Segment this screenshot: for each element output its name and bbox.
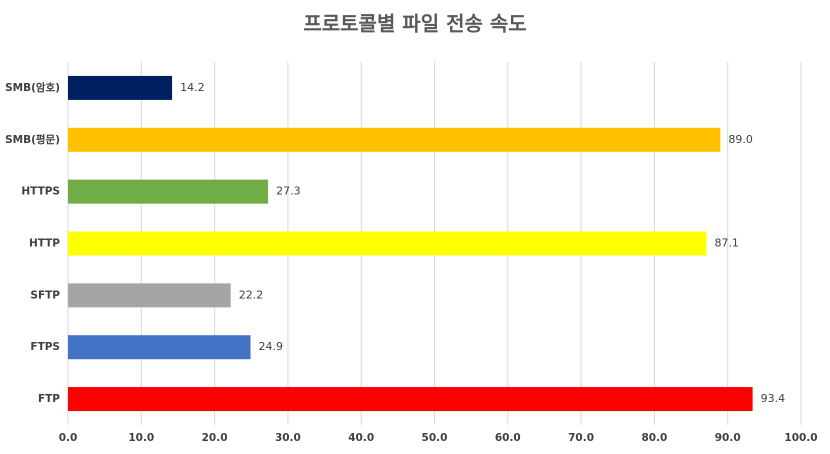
bar [68, 179, 269, 204]
x-tick-label: 60.0 [495, 432, 521, 444]
value-label: 89.0 [728, 133, 753, 146]
x-tick-label: 90.0 [715, 432, 741, 444]
value-label: 27.3 [276, 185, 301, 198]
y-tick-label: HTTP [29, 238, 60, 250]
value-label: 87.1 [714, 237, 739, 250]
bar [68, 283, 231, 308]
x-tick-label: 80.0 [641, 432, 667, 444]
x-tick-label: 40.0 [348, 432, 374, 444]
x-tick-label: 10.0 [128, 432, 154, 444]
chart-title: 프로토콜별 파일 전송 속도 [303, 12, 526, 36]
value-label: 14.2 [180, 81, 205, 94]
bar [68, 127, 721, 152]
value-label: 93.4 [761, 392, 786, 405]
bar [68, 75, 173, 100]
y-tick-label: FTPS [30, 341, 60, 353]
value-label: 24.9 [259, 340, 284, 353]
bar [68, 387, 753, 412]
x-tick-label: 20.0 [202, 432, 228, 444]
y-tick-label: FTP [38, 393, 60, 405]
bar [68, 335, 251, 360]
x-tick-label: 70.0 [568, 432, 594, 444]
bar [68, 231, 707, 256]
y-tick-label: HTTPS [21, 186, 60, 198]
y-tick-label: SMB(평문) [5, 133, 60, 146]
y-tick-label: SFTP [30, 289, 60, 301]
y-tick-label: SMB(암호) [5, 81, 60, 94]
x-tick-label: 100.0 [784, 432, 817, 444]
value-label: 22.2 [239, 288, 264, 301]
x-tick-label: 30.0 [275, 432, 301, 444]
x-tick-label: 50.0 [422, 432, 448, 444]
x-tick-label: 0.0 [59, 432, 78, 444]
